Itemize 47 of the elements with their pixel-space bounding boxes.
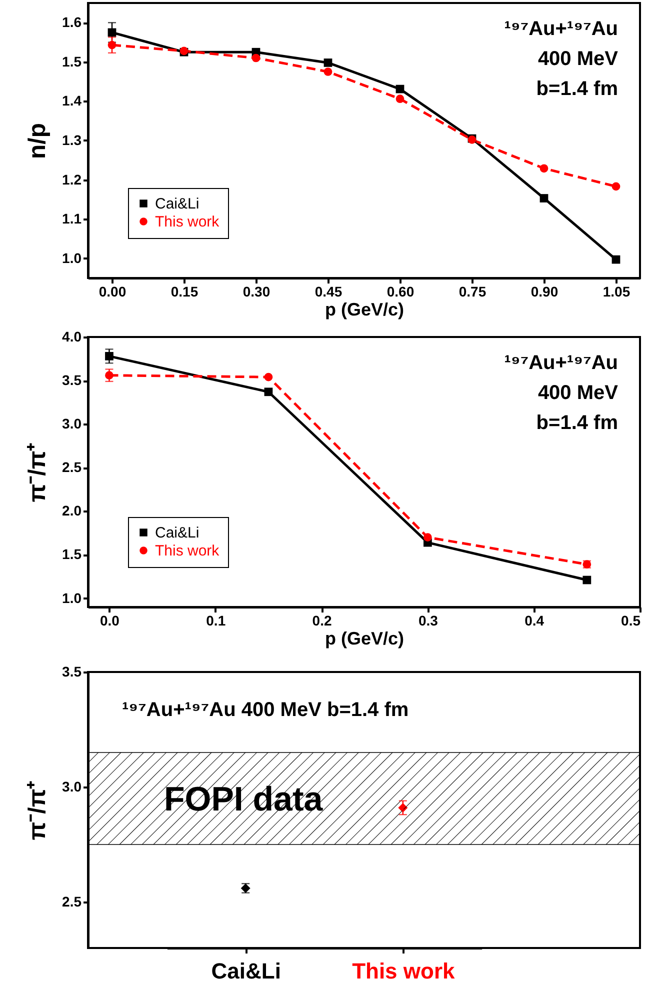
- y-tick-label: 1.0: [62, 250, 82, 266]
- x-tick-label: 0.3: [418, 612, 438, 628]
- x-tick-label: 0.5: [621, 612, 641, 628]
- y-tick-label: 1.1: [62, 210, 82, 227]
- x-tick-label: 0.2: [312, 612, 332, 628]
- x-tick-label: 0.0: [100, 612, 120, 628]
- y-axis-title: π⁻/π⁺: [24, 442, 52, 502]
- legend-label: Cai&Li: [155, 196, 200, 212]
- y-tick-label: 3.5: [62, 664, 82, 680]
- y-tick-label: 1.5: [62, 53, 82, 70]
- legend-label: This work: [155, 542, 220, 560]
- annotation: b=1.4 fm: [536, 412, 618, 434]
- y-axis-title: π⁻/π⁺: [24, 780, 52, 840]
- y-tick-label: 3.5: [62, 372, 82, 388]
- annotation: ¹⁹⁷Au+¹⁹⁷Au: [504, 18, 618, 40]
- x-axis-title: p (GeV/c): [324, 300, 404, 320]
- y-tick-label: 3.0: [62, 778, 82, 794]
- x-tick-label: 0.00: [98, 284, 126, 300]
- annotation: ¹⁹⁷Au+¹⁹⁷Au: [504, 352, 618, 374]
- x-tick-label: 0.15: [170, 284, 198, 300]
- y-tick-label: 2.0: [62, 502, 82, 519]
- x-axis-title: p (GeV/c): [324, 628, 404, 648]
- x-tick-label: 0.45: [314, 284, 342, 300]
- x-tick-label: 1.05: [602, 284, 630, 300]
- y-tick-label: 1.3: [62, 132, 82, 148]
- y-tick-label: 3.0: [62, 416, 82, 432]
- y-tick-label: 1.2: [62, 171, 82, 188]
- x-tick-label: 0.60: [386, 284, 414, 300]
- annotation: 400 MeV: [538, 48, 619, 70]
- y-tick-label: 1.4: [62, 92, 82, 109]
- y-tick-label: 1.0: [62, 590, 82, 606]
- y-tick-label: 4.0: [62, 328, 82, 344]
- annotation: 400 MeV: [538, 382, 619, 404]
- x-tick-label: 0.30: [242, 284, 270, 300]
- annotation: ¹⁹⁷Au+¹⁹⁷Au 400 MeV b=1.4 fm: [122, 699, 409, 721]
- annotation: b=1.4 fm: [536, 78, 618, 100]
- x-tick-label: 0.90: [530, 284, 558, 300]
- x-tick-label: 0.75: [458, 284, 486, 300]
- x-tick-label: 0.4: [524, 612, 544, 628]
- y-tick-label: 2.5: [62, 894, 82, 910]
- legend-label: Cai&Li: [155, 524, 200, 542]
- y-axis-title: n/p: [24, 123, 52, 159]
- x-tick-label: 0.1: [206, 612, 226, 628]
- y-tick-label: 2.5: [62, 459, 82, 476]
- y-tick-label: 1.5: [62, 546, 82, 562]
- y-tick-label: 1.6: [62, 14, 82, 30]
- legend-label: This work: [155, 214, 220, 230]
